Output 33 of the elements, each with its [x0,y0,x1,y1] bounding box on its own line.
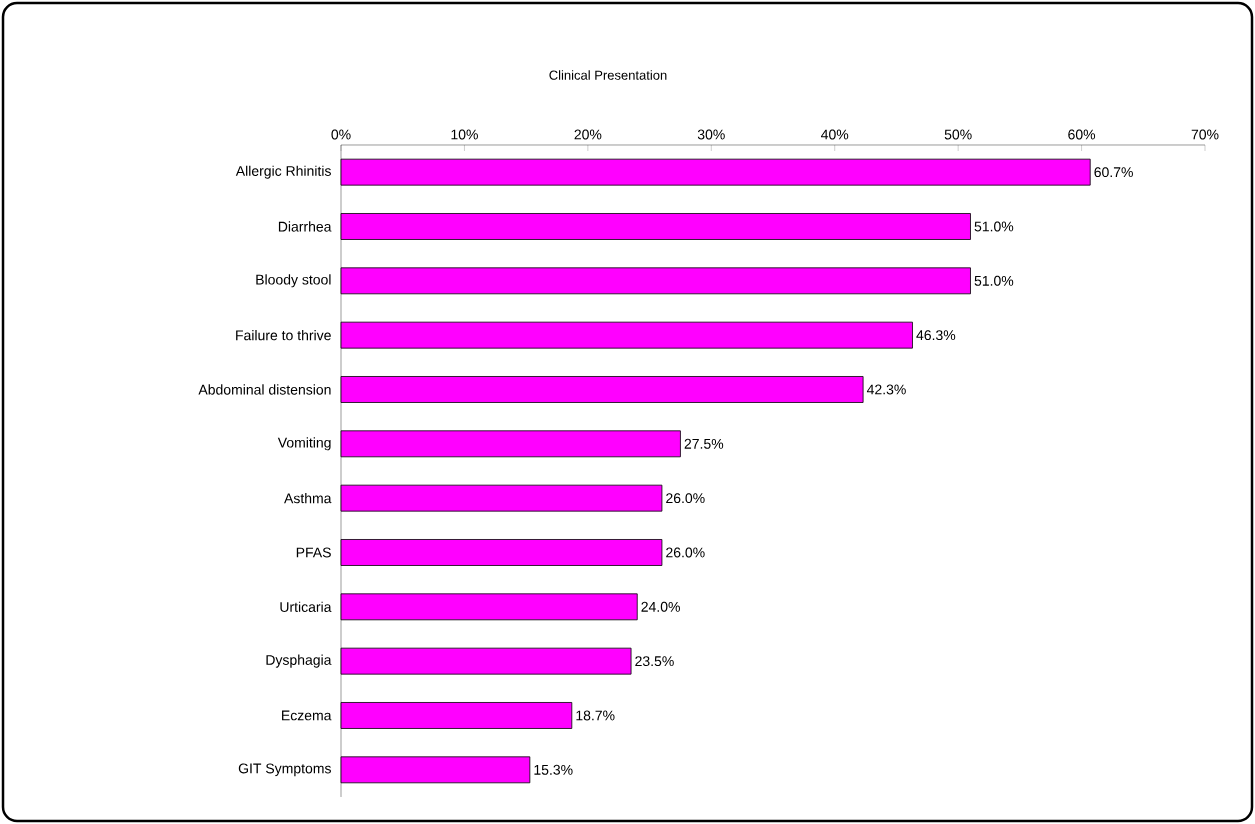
y-tick-label: Abdominal distension [198,384,331,395]
x-tick-label: 60% [1068,129,1096,140]
y-tick-label: Failure to thrive [236,330,331,341]
chart-title: Clinical Presentation [549,70,667,80]
data-label: 26.0% [666,547,705,558]
x-tick-label: 30% [697,129,725,140]
x-tick-label: 70% [1191,129,1219,140]
y-tick-label: Dysphagia [266,654,332,668]
data-label: 51.0% [974,221,1014,232]
x-tick-label: 10% [451,129,478,140]
data-label: 27.5% [684,438,724,449]
y-tick-label: Diarrhea [278,221,332,232]
data-label: 42.3% [866,384,906,395]
data-label: 60.7% [1094,167,1133,178]
y-tick-label: Eczema [282,710,332,721]
data-label: 24.0% [641,601,680,612]
data-label: 51.0% [974,275,1014,286]
data-label: 18.7% [576,710,615,721]
y-tick-label: GIT Symptoms [238,763,331,777]
data-label: 46.3% [916,330,956,341]
data-label: 26.0% [666,493,705,504]
y-tick-label: Bloody stool [256,274,331,288]
y-tick-label: PFAS [296,547,331,558]
x-tick-label: 20% [574,129,602,140]
x-tick-label: 50% [944,129,972,140]
x-tick-label: 40% [821,129,849,140]
y-tick-label: Allergic Rhinitis [235,165,331,179]
y-tick-label: Asthma [284,493,332,504]
data-label: 23.5% [635,656,674,667]
y-tick-label: Vomiting [277,437,331,451]
x-tick-label: 0% [331,129,351,140]
y-tick-label: Urticaria [280,601,332,612]
data-label: 15.3% [534,764,573,775]
